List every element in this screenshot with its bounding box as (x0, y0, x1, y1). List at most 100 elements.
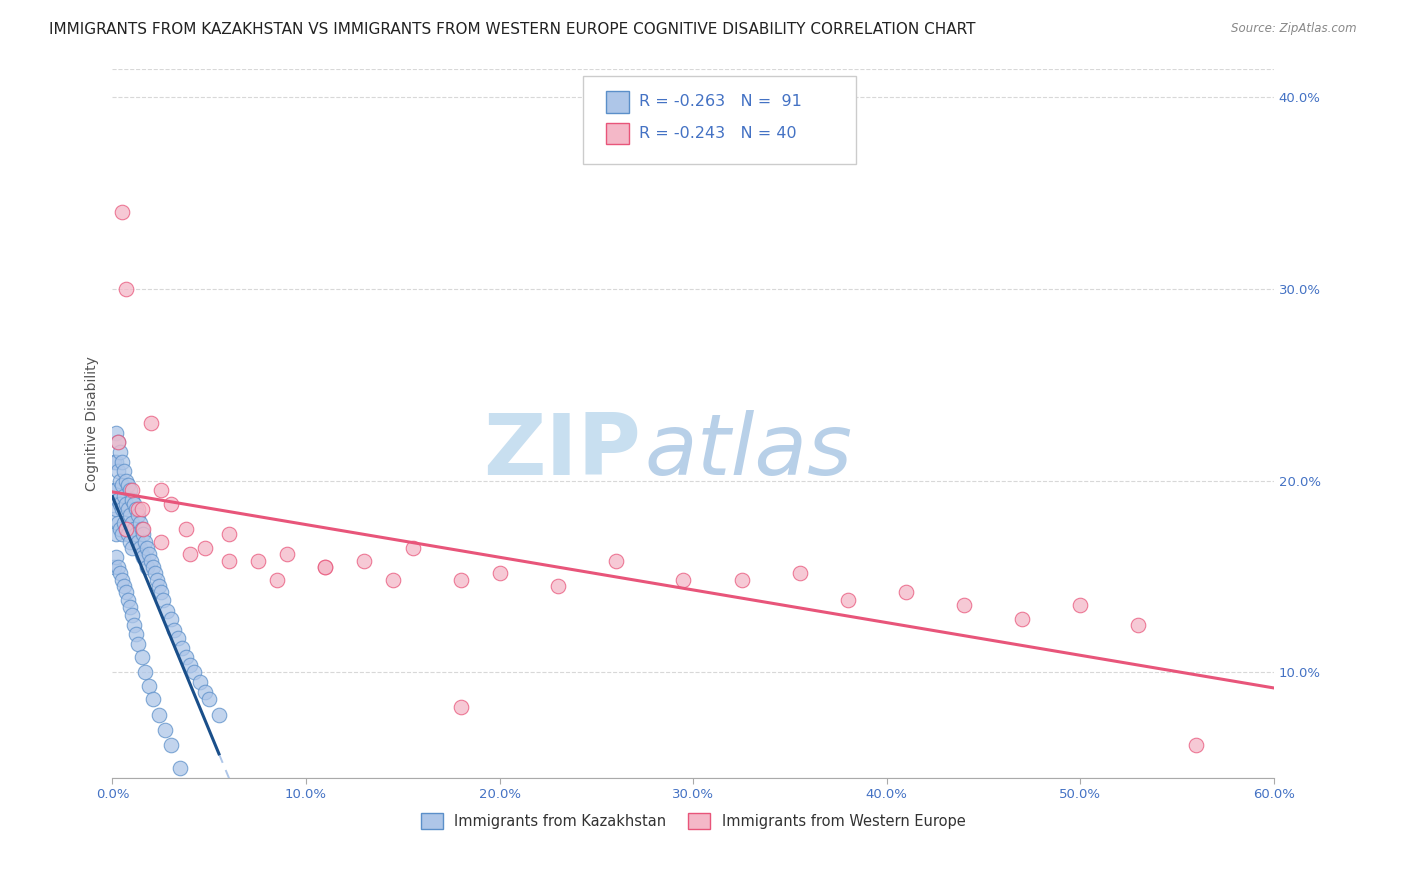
Point (179, 547, 201, 561)
Point (127, 637, 149, 651)
Point (183, 665, 205, 680)
Point (110, 474, 132, 488)
Point (125, 502, 148, 516)
Point (122, 522, 145, 536)
Point (131, 502, 153, 516)
Point (105, 527, 128, 541)
Point (122, 617, 145, 632)
Point (107, 516, 129, 530)
Point (382, 574, 405, 588)
Point (134, 665, 156, 680)
Point (132, 527, 155, 541)
Point (111, 454, 134, 468)
Point (953, 599, 976, 613)
Point (112, 489, 135, 503)
Point (111, 477, 134, 491)
Text: IMMIGRANTS FROM KAZAKHSTAN VS IMMIGRANTS FROM WESTERN EUROPE COGNITIVE DISABILIT: IMMIGRANTS FROM KAZAKHSTAN VS IMMIGRANTS… (49, 22, 976, 37)
Point (105, 550, 128, 565)
Point (107, 435, 129, 450)
Point (107, 560, 129, 574)
Point (142, 692, 165, 706)
Y-axis label: Cognitive Disability: Cognitive Disability (86, 356, 100, 491)
Point (117, 502, 139, 516)
Point (110, 497, 132, 511)
Point (167, 631, 190, 645)
Point (121, 492, 143, 507)
Point (105, 483, 128, 498)
Point (159, 612, 181, 626)
Point (172, 640, 194, 655)
Point (153, 723, 176, 737)
Point (122, 497, 145, 511)
Point (488, 566, 510, 580)
Point (111, 502, 134, 516)
Point (115, 585, 138, 599)
Point (276, 547, 298, 561)
Point (218, 527, 240, 541)
Point (198, 692, 221, 706)
FancyBboxPatch shape (606, 123, 630, 145)
Point (121, 483, 143, 498)
Text: Source: ZipAtlas.com: Source: ZipAtlas.com (1232, 22, 1357, 36)
Point (1011, 612, 1033, 626)
Point (148, 579, 170, 593)
Point (174, 522, 197, 536)
Point (149, 483, 172, 498)
Point (1069, 599, 1091, 613)
Point (115, 522, 138, 536)
Point (107, 492, 129, 507)
Point (672, 574, 695, 588)
Point (136, 541, 159, 555)
Point (730, 574, 752, 588)
Point (111, 527, 134, 541)
Point (163, 624, 186, 638)
Point (103, 483, 125, 498)
Point (194, 684, 217, 698)
Point (837, 592, 859, 607)
Point (179, 657, 201, 672)
Point (159, 739, 181, 753)
Point (143, 566, 166, 580)
Point (127, 535, 149, 549)
Point (148, 707, 170, 722)
FancyBboxPatch shape (583, 76, 856, 164)
Point (125, 527, 148, 541)
Point (266, 574, 288, 588)
Point (789, 566, 811, 580)
Point (188, 675, 211, 690)
Point (121, 541, 143, 555)
Point (112, 516, 135, 530)
Point (194, 541, 217, 555)
Text: ZIP: ZIP (484, 410, 641, 493)
Point (115, 282, 138, 296)
Point (118, 600, 141, 615)
Point (112, 579, 135, 593)
Point (111, 574, 134, 588)
Point (118, 535, 141, 549)
Point (136, 560, 159, 574)
Text: R = -0.263   N =  91: R = -0.263 N = 91 (638, 95, 801, 110)
Point (110, 522, 132, 536)
Point (1128, 617, 1150, 632)
Point (121, 607, 143, 622)
Point (401, 541, 423, 555)
Point (132, 550, 155, 565)
Point (107, 464, 129, 478)
Point (138, 547, 160, 561)
Point (105, 502, 128, 516)
Point (117, 527, 139, 541)
Point (353, 554, 375, 568)
Point (115, 497, 138, 511)
Point (450, 574, 472, 588)
Point (314, 560, 336, 574)
Point (127, 508, 149, 523)
FancyBboxPatch shape (606, 91, 630, 112)
Point (115, 474, 138, 488)
Point (105, 454, 128, 468)
Point (141, 554, 163, 568)
Point (314, 560, 336, 574)
Point (110, 566, 132, 580)
Point (131, 522, 153, 536)
Point (127, 502, 149, 516)
Point (605, 554, 627, 568)
